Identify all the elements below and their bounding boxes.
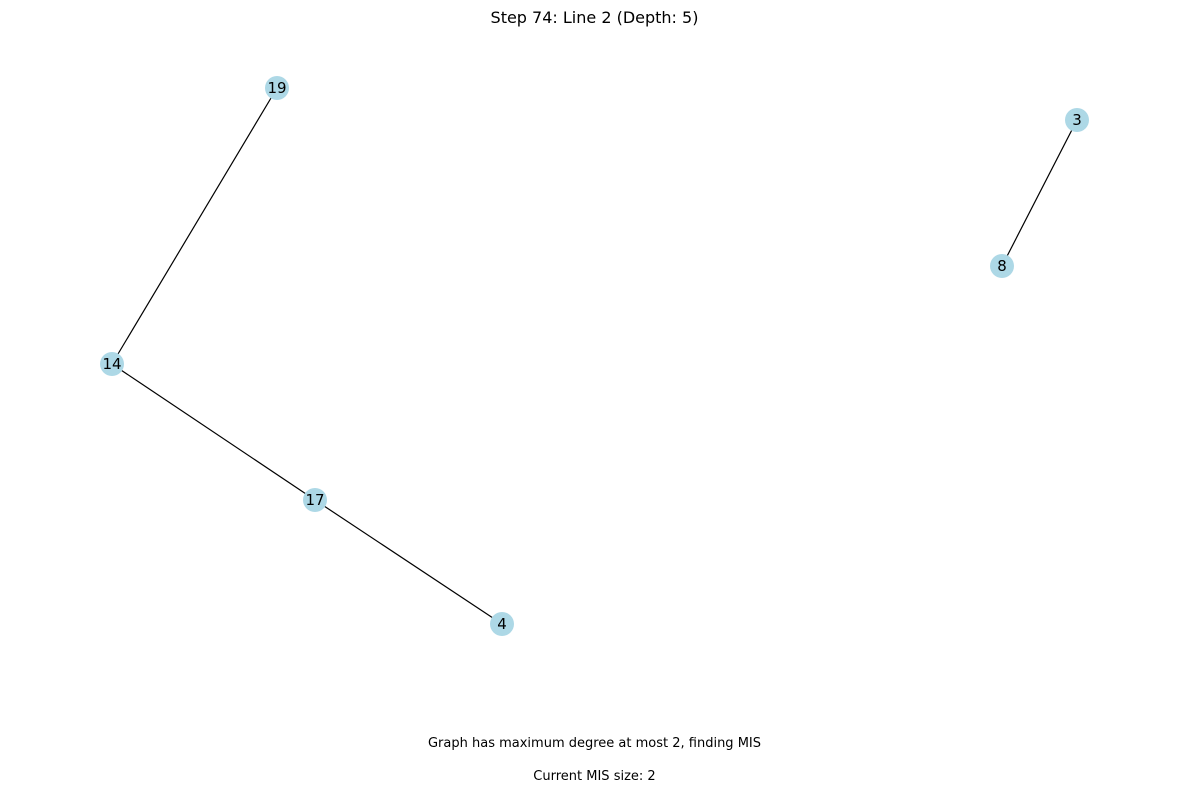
node-label: 4 — [497, 615, 507, 633]
status-caption: Graph has maximum degree at most 2, find… — [427, 736, 761, 751]
diagram-title: Step 74: Line 2 (Depth: 5) — [490, 8, 699, 27]
mis-size-caption: Current MIS size: 2 — [533, 769, 656, 784]
node-label: 3 — [1072, 111, 1082, 129]
node-layer: 19 3 8 14 17 4 — [100, 76, 1089, 636]
node-label: 19 — [267, 79, 286, 97]
node-circle — [265, 76, 289, 100]
node-8: 8 — [990, 254, 1014, 278]
edge-layer — [111, 87, 1078, 625]
node-circle — [490, 612, 514, 636]
node-14: 14 — [100, 352, 124, 376]
node-label: 14 — [102, 355, 121, 373]
edge-14-17 — [111, 363, 316, 501]
edge-19-14 — [111, 87, 278, 365]
node-17: 17 — [303, 488, 327, 512]
node-circle — [1065, 108, 1089, 132]
node-circle — [100, 352, 124, 376]
node-4: 4 — [490, 612, 514, 636]
node-label: 17 — [305, 491, 324, 509]
node-label: 8 — [997, 257, 1007, 275]
node-circle — [303, 488, 327, 512]
node-3: 3 — [1065, 108, 1089, 132]
node-circle — [990, 254, 1014, 278]
node-19: 19 — [265, 76, 289, 100]
edge-17-4 — [314, 499, 503, 625]
edge-3-8 — [1001, 119, 1078, 267]
